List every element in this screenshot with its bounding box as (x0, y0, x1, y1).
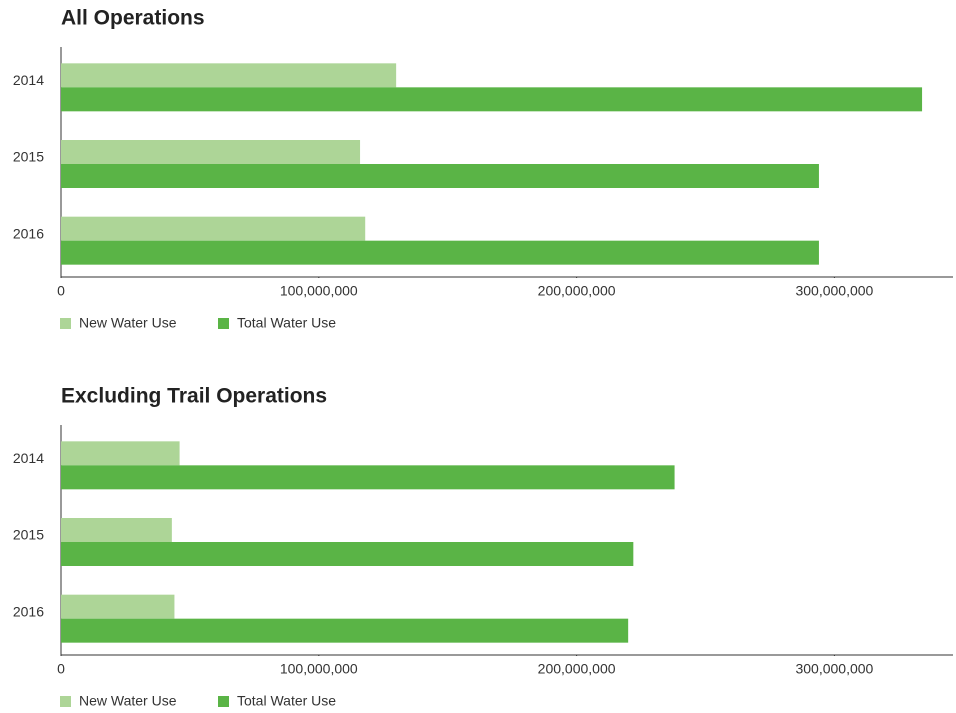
bar (61, 87, 923, 112)
y-tick-label: 2014 (13, 450, 44, 466)
legend-label: Total Water Use (237, 315, 336, 331)
bar (61, 542, 634, 566)
bar (61, 140, 361, 164)
y-tick-label: 2014 (13, 72, 44, 88)
legend-swatch (218, 318, 229, 329)
legend-label: Total Water Use (237, 693, 336, 709)
y-tick-label: 2016 (13, 225, 44, 241)
legend-label: New Water Use (79, 315, 177, 331)
bar (61, 618, 629, 643)
chart-title: All Operations (61, 7, 205, 30)
bar (61, 216, 366, 241)
chart-title: Excluding Trail Operations (61, 385, 327, 408)
bar (61, 240, 819, 265)
bar (61, 164, 819, 188)
x-tick-label: 300,000,000 (795, 283, 873, 299)
legend-swatch (218, 696, 229, 707)
y-tick-label: 2015 (13, 527, 44, 543)
x-tick-label: 100,000,000 (280, 661, 358, 677)
legend-swatch (60, 696, 71, 707)
x-tick-label: 0 (57, 283, 65, 299)
x-tick-label: 200,000,000 (538, 661, 616, 677)
x-tick-label: 200,000,000 (538, 283, 616, 299)
y-tick-label: 2016 (13, 603, 44, 619)
bar (61, 465, 675, 490)
x-tick-label: 100,000,000 (280, 283, 358, 299)
bar (61, 594, 175, 619)
legend-label: New Water Use (79, 693, 177, 709)
y-tick-label: 2015 (13, 149, 44, 165)
bar (61, 441, 180, 466)
legend-swatch (60, 318, 71, 329)
bar (61, 63, 397, 88)
x-tick-label: 300,000,000 (795, 661, 873, 677)
bar (61, 518, 172, 542)
x-tick-label: 0 (57, 661, 65, 677)
